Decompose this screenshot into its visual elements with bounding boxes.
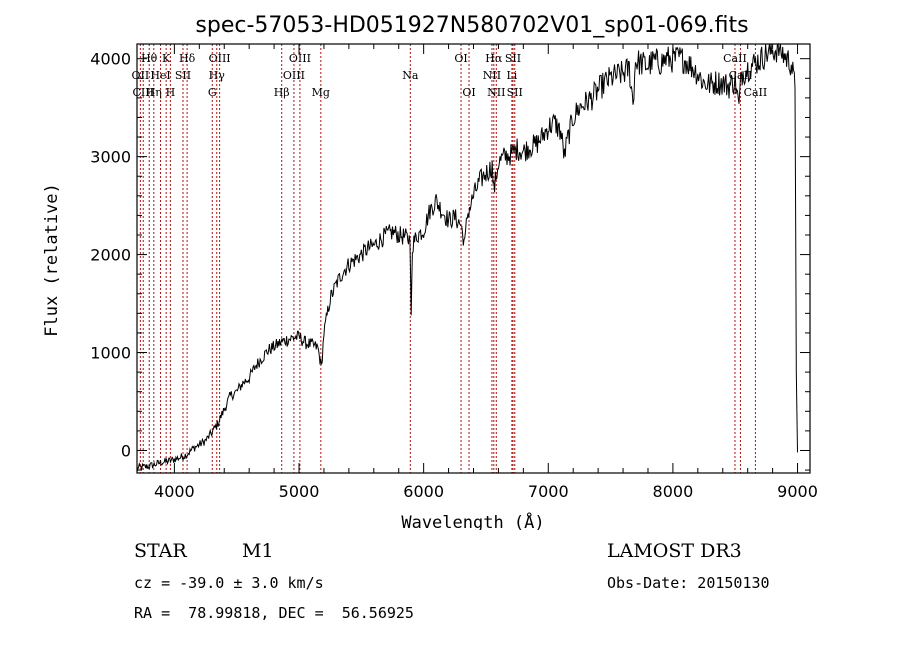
line-label: K [162,52,171,65]
spectrum-chart: spec-57053-HD051927N580702V01_sp01-069.f… [42,13,818,530]
line-label: NII [483,69,501,82]
x-tick-label: 8000 [653,482,694,501]
line-label: Hη [146,86,162,99]
line-label: Mg [312,86,330,99]
spectrum-line [136,43,798,472]
plot-frame [136,43,811,474]
line-label: OIII [283,69,305,82]
line-label: OII [132,69,150,82]
redshift-text: cz = -39.0 ± 3.0 km/s [134,574,324,592]
line-label: H [166,86,176,99]
y-tick-label: 1000 [90,344,131,363]
x-tick-label: 7000 [528,482,569,501]
object-class: STAR [134,540,187,562]
line-label: OI [462,86,475,99]
line-label: G [208,86,217,99]
y-tick-label: 0 [121,441,131,460]
line-label: OI [454,52,467,65]
object-subclass: M1 [242,540,274,562]
line-label: Hδ [179,52,196,65]
line-label: OIII [289,52,311,65]
x-tick-label: 4000 [154,482,195,501]
line-label: Na [402,69,419,82]
y-tick-label: 4000 [90,50,131,69]
x-axis-ticks: 4000 5000 6000 7000 8000 9000 [154,44,818,501]
line-label: SII [175,69,191,82]
line-label: SII [507,86,523,99]
line-label: Hθ [141,52,158,65]
coordinates-text: RA = 78.99818, DEC = 56.56925 [134,604,414,622]
line-label: HeI [150,69,170,82]
x-axis-label: Wavelength (Å) [401,511,544,530]
y-tick-label: 3000 [90,148,131,167]
x-tick-label: 6000 [403,482,444,501]
line-label: CIII [133,86,154,99]
x-tick-label: 9000 [777,482,818,501]
line-label: CaII [744,86,768,99]
y-axis-label: Flux (relative) [42,183,62,337]
line-label: CaII [723,52,747,65]
chart-title: spec-57053-HD051927N580702V01_sp01-069.f… [195,13,748,38]
obs-date-text: Obs-Date: 20150130 [607,574,770,592]
line-label: Hγ [209,69,226,82]
spectral-line-markers [139,44,756,473]
y-axis-ticks: 0 1000 2000 3000 4000 [90,50,810,471]
x-tick-label: 5000 [279,482,320,501]
line-label: NII [487,86,505,99]
line-label: Li [506,69,517,82]
line-label: SII [505,52,521,65]
line-label: Hα [485,52,503,65]
line-label: Hβ [274,86,290,99]
y-tick-label: 2000 [90,246,131,265]
survey-name: LAMOST DR3 [607,540,742,562]
line-label: OIII [209,52,231,65]
